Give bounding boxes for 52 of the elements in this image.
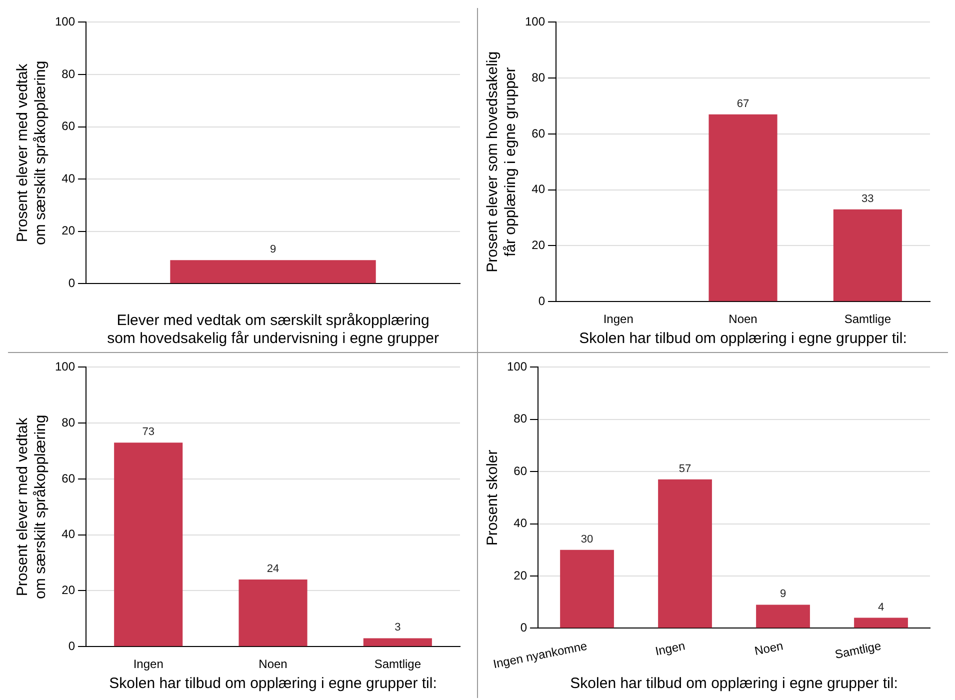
data-label: 57: [678, 462, 692, 475]
x-tick-label: Ingen: [133, 657, 164, 672]
y-tick-label: 60: [532, 126, 546, 140]
y-tick-label: 40: [62, 527, 76, 542]
y-tick-label: 80: [514, 412, 528, 426]
y-axis-title: Prosent skoler: [484, 450, 502, 546]
x-tick-label: Noen: [258, 657, 288, 672]
y-tick-label: 100: [506, 360, 528, 374]
y-tick-label: 60: [62, 471, 76, 486]
x-tick-label: Samtlige: [844, 312, 892, 326]
y-tick-label: 0: [520, 620, 528, 635]
y-tick-label: 80: [62, 415, 76, 430]
x-tick-label: Samtlige: [834, 638, 883, 662]
data-label: 73: [142, 426, 154, 438]
x-axis-title: Elever med vedtak om særskilt språkopplæring som hovedsakelig får undervisning i egne grupper: [107, 312, 439, 348]
x-axis-title: Skolen har tilbud om opplæring i egne grupper til:: [570, 675, 898, 692]
data-label: 4: [878, 601, 884, 614]
y-tick-label: 60: [62, 119, 76, 134]
y-axis-title: Prosent elever med vedtak om særskilt språkopplæring: [14, 414, 50, 600]
y-tick-label: 100: [54, 14, 76, 29]
y-tick-label: 0: [68, 638, 76, 653]
y-tick-label: 40: [514, 516, 528, 530]
y-tick-label: 60: [514, 464, 528, 478]
y-axis-title: Prosent elever som hovedsakelig får opplæring i egne grupper: [484, 51, 520, 272]
data-label: 67: [736, 98, 750, 110]
data-label: 30: [580, 533, 594, 546]
y-tick-label: 0: [68, 276, 76, 290]
y-tick-label: 80: [62, 66, 76, 81]
x-axis-title: Skolen har tilbud om opplæring i egne grupper til:: [109, 675, 437, 692]
y-tick-label: 20: [62, 224, 76, 238]
y-tick-label: 40: [532, 182, 546, 196]
x-axis-title: Skolen har tilbud om opplæring i egne grupper til:: [579, 330, 907, 348]
y-tick-label: 20: [62, 583, 76, 598]
x-tick-label: Ingen: [603, 312, 634, 326]
x-tick-label: Ingen: [654, 638, 686, 658]
data-label: 33: [862, 192, 874, 205]
x-tick-label: Noen: [728, 312, 758, 326]
y-tick-label: 100: [524, 14, 546, 29]
y-tick-label: 20: [514, 568, 528, 582]
data-label: 24: [266, 563, 280, 576]
x-tick-label: Ingen nyankomne: [492, 638, 589, 672]
x-tick-label: Noen: [753, 638, 784, 658]
y-tick-label: 80: [532, 70, 546, 84]
data-label: 3: [394, 622, 401, 634]
y-tick-label: 0: [538, 294, 546, 308]
y-tick-label: 20: [532, 238, 546, 252]
data-label: 9: [270, 244, 276, 256]
y-axis-title: Prosent elever med vedtak om særskilt språkopplæring: [14, 60, 50, 246]
x-tick-label: Samtlige: [374, 657, 422, 672]
y-tick-label: 100: [54, 360, 76, 374]
data-label: 9: [780, 588, 786, 600]
y-tick-label: 40: [62, 171, 76, 186]
